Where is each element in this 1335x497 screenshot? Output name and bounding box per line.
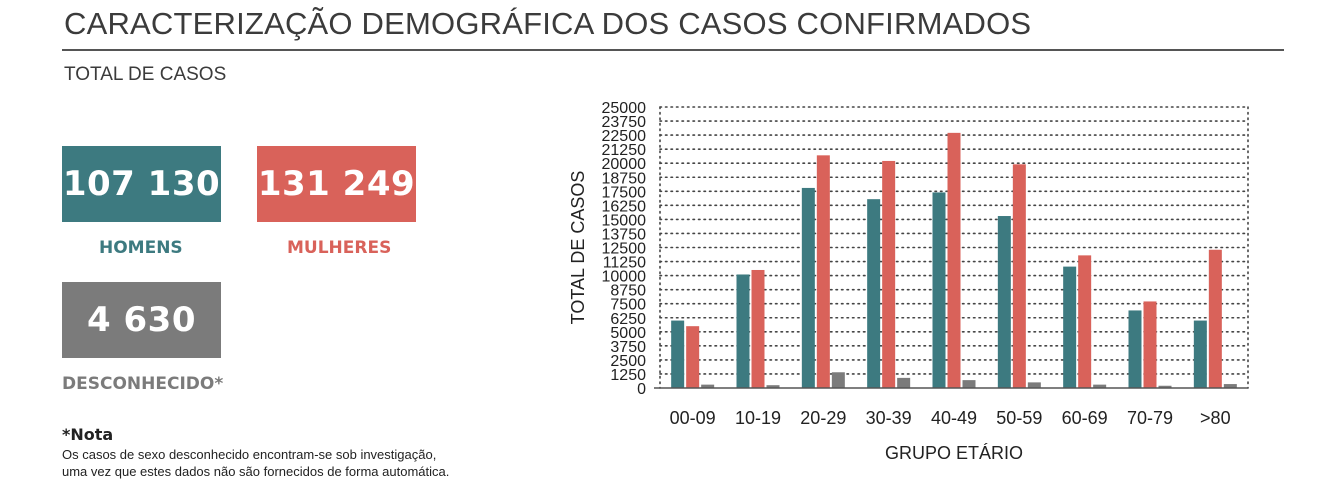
y-tick-label: 10000 (602, 269, 647, 286)
bar-desconhecido-70-79 (1158, 385, 1172, 388)
y-tick-label: 3750 (610, 339, 646, 356)
bar-desconhecido-10-19 (766, 385, 780, 388)
bar-desconhecido-gt80 (1223, 384, 1237, 388)
y-tick-label: 6250 (610, 311, 646, 328)
note-text: Os casos de sexo desconhecido encontram-… (62, 446, 542, 480)
bar-mulheres-30-39 (882, 160, 896, 388)
bar-desconhecido-30-39 (897, 377, 911, 388)
section-subtitle: TOTAL DE CASOS (64, 64, 227, 85)
x-tick-label: 00-09 (670, 408, 716, 428)
x-axis-title: GRUPO ETÁRIO (885, 443, 1023, 463)
bar-mulheres-60-69 (1078, 255, 1092, 388)
bar-mulheres-00-09 (686, 326, 700, 388)
note-line-2: uma vez que estes dados não são fornecid… (62, 464, 450, 479)
bar-homens-20-29 (801, 187, 815, 388)
page-title: CARACTERIZAÇÃO DEMOGRÁFICA DOS CASOS CON… (64, 6, 1032, 41)
bar-mulheres-40-49 (947, 132, 961, 388)
note-line-1: Os casos de sexo desconhecido encontram-… (62, 447, 437, 462)
y-axis-title: TOTAL DE CASOS (568, 171, 588, 325)
desconhecido-total-card: 4 630 (62, 282, 221, 358)
y-tick-label: 13750 (602, 226, 647, 243)
mulheres-total-card: 131 249 (257, 146, 416, 222)
x-tick-label: 50-59 (996, 408, 1042, 428)
y-tick-label: 8750 (610, 283, 646, 300)
bar-mulheres-20-29 (816, 155, 830, 388)
bar-desconhecido-00-09 (701, 384, 715, 388)
homens-total-value: 107 130 (62, 164, 221, 204)
bar-desconhecido-50-59 (1027, 382, 1041, 388)
bar-homens-40-49 (932, 192, 946, 388)
y-tick-label: 17500 (602, 184, 647, 201)
x-tick-label: 20-29 (800, 408, 846, 428)
bar-mulheres-10-19 (751, 269, 765, 388)
y-tick-label: 22500 (602, 128, 647, 145)
homens-total-card: 107 130 (62, 146, 221, 222)
y-tick-label: 15000 (602, 212, 647, 229)
bar-desconhecido-40-49 (962, 380, 976, 388)
mulheres-total-value: 131 249 (257, 164, 416, 204)
desconhecido-label: DESCONHECIDO* (62, 374, 224, 394)
bar-desconhecido-60-69 (1093, 384, 1107, 388)
mulheres-label: MULHERES (287, 238, 392, 258)
x-tick-label: >80 (1200, 408, 1231, 428)
x-tick-label: 60-69 (1062, 408, 1108, 428)
y-tick-label: 18750 (602, 170, 647, 187)
bar-homens-gt80 (1193, 320, 1207, 388)
x-tick-label: 70-79 (1127, 408, 1173, 428)
y-tick-label: 23750 (602, 114, 647, 131)
bar-homens-70-79 (1128, 310, 1142, 388)
y-tick-label: 1250 (610, 367, 646, 384)
y-tick-label: 11250 (603, 255, 646, 272)
y-tick-label: 12500 (602, 241, 647, 258)
y-tick-label: 7500 (610, 297, 646, 314)
x-tick-label: 10-19 (735, 408, 781, 428)
x-tick-label: 30-39 (866, 408, 912, 428)
bar-mulheres-70-79 (1143, 301, 1157, 388)
y-tick-label: 20000 (602, 156, 647, 173)
bar-homens-50-59 (997, 216, 1011, 388)
bar-desconhecido-20-29 (831, 372, 845, 388)
desconhecido-total-value: 4 630 (87, 300, 196, 340)
y-tick-label: 5000 (610, 325, 646, 342)
y-tick-label: 16250 (602, 198, 647, 215)
y-tick-label: 2500 (610, 353, 646, 370)
homens-label: HOMENS (99, 238, 183, 258)
note-title: *Nota (62, 425, 114, 444)
y-tick-label: 25000 (602, 100, 647, 117)
bar-homens-60-69 (1063, 266, 1077, 388)
age-group-bar-chart: 0125025003750500062507500875010000112501… (568, 100, 1249, 463)
title-divider (62, 49, 1284, 51)
bar-homens-10-19 (736, 274, 750, 388)
bar-homens-00-09 (671, 320, 685, 388)
y-tick-label: 21250 (602, 142, 647, 159)
bar-mulheres-gt80 (1208, 249, 1222, 388)
bar-mulheres-50-59 (1012, 164, 1026, 388)
bar-homens-30-39 (867, 199, 881, 388)
x-tick-label: 40-49 (931, 408, 977, 428)
y-tick-label: 0 (637, 381, 646, 398)
